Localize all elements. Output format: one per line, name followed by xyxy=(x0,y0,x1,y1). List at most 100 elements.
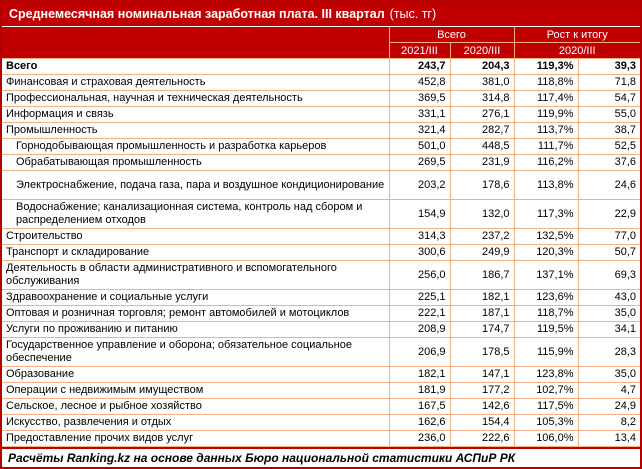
wage-table: Всего Рост к итогу 2021/III 2020/III 202… xyxy=(2,27,640,447)
row-label: Обрабатывающая промышленность xyxy=(2,154,390,171)
value-2020: 132,0 xyxy=(449,199,515,229)
row-label: Всего xyxy=(2,58,390,75)
table-row: Всего 243,7 204,3 119,3% 39,3 xyxy=(2,58,640,75)
table-row: Строительство 314,3 237,2 132,5% 77,0 xyxy=(2,228,640,245)
growth-percent: 115,9% xyxy=(513,337,579,367)
value-2021: 225,1 xyxy=(388,289,451,306)
growth-percent: 120,3% xyxy=(513,244,579,261)
row-label: Операции с недвижимым имуществом xyxy=(2,382,390,399)
value-2020: 276,1 xyxy=(449,106,515,123)
row-label: Финансовая и страховая деятельность xyxy=(2,74,390,91)
growth-absolute: 43,0 xyxy=(577,289,640,306)
table-row: Сельское, лесное и рыбное хозяйство 167,5… xyxy=(2,398,640,415)
growth-percent: 123,8% xyxy=(513,366,579,383)
row-label: Оптовая и розничная торговля; ремонт авт… xyxy=(2,305,390,322)
value-2021: 269,5 xyxy=(388,154,451,171)
table-row: Образование 182,1 147,1 123,8% 35,0 xyxy=(2,366,640,383)
value-2021: 208,9 xyxy=(388,321,451,338)
table-row: Электроснабжение, подача газа, пара и во… xyxy=(2,170,640,200)
value-2021: 203,2 xyxy=(388,170,451,200)
growth-percent: 117,4% xyxy=(513,90,579,107)
growth-absolute: 50,7 xyxy=(577,244,640,261)
row-label: Транспорт и складирование xyxy=(2,244,390,261)
row-label: Образование xyxy=(2,366,390,383)
table-row: Искусство, развлечения и отдых 162,6 154,4… xyxy=(2,414,640,431)
table-row: Информация и связь 331,1 276,1 119,9% 55,0 xyxy=(2,106,640,123)
value-2020: 178,5 xyxy=(449,337,515,367)
growth-absolute: 8,2 xyxy=(577,414,640,431)
growth-absolute: 35,0 xyxy=(577,366,640,383)
growth-absolute: 34,1 xyxy=(577,321,640,338)
row-label: Деятельность в области административного… xyxy=(2,260,390,290)
value-2020: 177,2 xyxy=(449,382,515,399)
value-2021: 154,9 xyxy=(388,199,451,229)
table-row: Обрабатывающая промышленность 269,5 231,9 1… xyxy=(2,154,640,171)
table-row: Промышленность 321,4 282,7 113,7% 38,7 xyxy=(2,122,640,139)
row-label: Строительство xyxy=(2,228,390,245)
value-2021: 167,5 xyxy=(388,398,451,415)
header-col-2020: 2020/III xyxy=(449,42,515,59)
value-2021: 236,0 xyxy=(388,430,451,447)
growth-absolute: 71,8 xyxy=(577,74,640,91)
row-label: Предоставление прочих видов услуг xyxy=(2,430,390,447)
growth-absolute: 24,6 xyxy=(577,170,640,200)
value-2020: 314,8 xyxy=(449,90,515,107)
value-2020: 182,1 xyxy=(449,289,515,306)
table-row: Водоснабжение; канализационная система, … xyxy=(2,199,640,229)
table-header: Всего Рост к итогу 2021/III 2020/III 202… xyxy=(2,27,640,59)
growth-percent: 113,7% xyxy=(513,122,579,139)
row-label: Горнодобывающая промышленность и разрабо… xyxy=(2,138,390,155)
growth-percent: 117,3% xyxy=(513,199,579,229)
row-label: Электроснабжение, подача газа, пара и во… xyxy=(2,170,390,200)
table-row: Горнодобывающая промышленность и разрабо… xyxy=(2,138,640,155)
growth-absolute: 39,3 xyxy=(577,58,640,75)
value-2021: 206,9 xyxy=(388,337,451,367)
table-row: Финансовая и страховая деятельность 452,8… xyxy=(2,74,640,91)
value-2020: 222,6 xyxy=(449,430,515,447)
growth-percent: 132,5% xyxy=(513,228,579,245)
growth-percent: 106,0% xyxy=(513,430,579,447)
table-row: Услуги по проживанию и питанию 208,9 174,7… xyxy=(2,321,640,338)
growth-absolute: 35,0 xyxy=(577,305,640,322)
report-title-unit: (тыс. тг) xyxy=(389,7,437,21)
row-label: Искусство, развлечения и отдых xyxy=(2,414,390,431)
value-2020: 187,1 xyxy=(449,305,515,322)
row-label: Сельское, лесное и рыбное хозяйство xyxy=(2,398,390,415)
table-body: Всего 243,7 204,3 119,3% 39,3 Финансовая и ст… xyxy=(2,58,640,447)
growth-absolute: 77,0 xyxy=(577,228,640,245)
value-2021: 321,4 xyxy=(388,122,451,139)
value-2020: 381,0 xyxy=(449,74,515,91)
growth-percent: 102,7% xyxy=(513,382,579,399)
row-label: Услуги по проживанию и питанию xyxy=(2,321,390,338)
growth-percent: 116,2% xyxy=(513,154,579,171)
row-label: Промышленность xyxy=(2,122,390,139)
header-growth-base: 2020/III xyxy=(513,42,640,59)
growth-absolute: 28,3 xyxy=(577,337,640,367)
header-group-total: Всего xyxy=(388,27,515,43)
growth-absolute: 52,5 xyxy=(577,138,640,155)
row-label: Государственное управление и оборона; об… xyxy=(2,337,390,367)
growth-absolute: 54,7 xyxy=(577,90,640,107)
value-2020: 147,1 xyxy=(449,366,515,383)
value-2020: 249,9 xyxy=(449,244,515,261)
value-2021: 452,8 xyxy=(388,74,451,91)
value-2020: 231,9 xyxy=(449,154,515,171)
growth-absolute: 55,0 xyxy=(577,106,640,123)
value-2021: 182,1 xyxy=(388,366,451,383)
table-row: Оптовая и розничная торговля; ремонт авт… xyxy=(2,305,640,322)
table-row: Здравоохранение и социальные услуги 225,1… xyxy=(2,289,640,306)
growth-percent: 118,7% xyxy=(513,305,579,322)
value-2020: 142,6 xyxy=(449,398,515,415)
value-2020: 154,4 xyxy=(449,414,515,431)
row-label: Водоснабжение; канализационная система, … xyxy=(2,199,390,229)
growth-percent: 119,3% xyxy=(513,58,579,75)
growth-absolute: 4,7 xyxy=(577,382,640,399)
growth-percent: 119,5% xyxy=(513,321,579,338)
header-col-2021: 2021/III xyxy=(389,42,451,59)
growth-absolute: 38,7 xyxy=(577,122,640,139)
header-label-cell xyxy=(2,27,390,59)
value-2020: 204,3 xyxy=(449,58,515,75)
value-2021: 222,1 xyxy=(388,305,451,322)
value-2021: 331,1 xyxy=(388,106,451,123)
